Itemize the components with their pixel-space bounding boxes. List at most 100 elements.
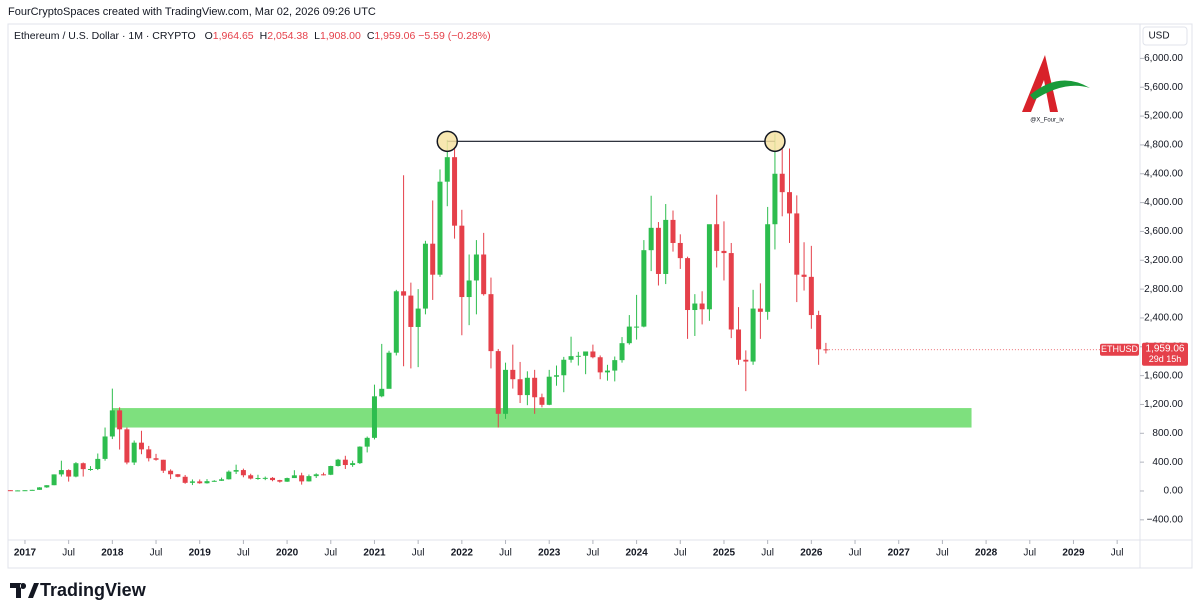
field-key: O: [204, 30, 213, 42]
y-tick-label: 3,200.00: [1144, 255, 1183, 266]
x-tick-label: Jul: [587, 548, 600, 559]
frame: [7, 23, 1193, 569]
candle-body: [444, 157, 450, 182]
x-tick-label: 2028: [975, 548, 998, 559]
candle-body: [692, 303, 698, 311]
legend: Ethereum / U.S. Dollar · 1M · CRYPTO O1,…: [14, 30, 491, 42]
x-tick-label: Jul: [674, 548, 687, 559]
candle-body: [655, 227, 661, 274]
candle-body: [44, 485, 50, 488]
candle-body: [670, 219, 676, 243]
y-tick-label: 1,200.00: [1144, 399, 1183, 410]
candle-body: [422, 243, 428, 309]
candle-body: [284, 478, 290, 482]
candle-body: [736, 329, 742, 360]
y-tick-label: 4,000.00: [1144, 197, 1183, 208]
candle-body: [663, 219, 669, 274]
candle-body: [15, 490, 21, 492]
candle-body: [386, 352, 392, 389]
candle-body: [350, 463, 356, 466]
x-tick-label: 2022: [451, 548, 474, 559]
y-tick-label: 2,400.00: [1144, 313, 1183, 324]
candle-body: [765, 224, 771, 312]
candle-body: [779, 173, 785, 193]
y-tick-label: 4,400.00: [1144, 168, 1183, 179]
logo: TradingView: [10, 580, 146, 601]
candle-body: [393, 291, 399, 353]
x-tick-label: 2019: [189, 548, 212, 559]
field-value: 2,054.38: [267, 30, 309, 42]
y-tick-label: 5,600.00: [1144, 82, 1183, 93]
candle-body: [379, 388, 385, 397]
x-tick-label: 2029: [1062, 548, 1085, 559]
logo-icon: [10, 582, 39, 598]
candle-body: [102, 436, 108, 459]
candle-body: [524, 377, 530, 396]
candle-body: [328, 466, 334, 475]
candle-body: [58, 470, 64, 475]
candle-body: [612, 360, 618, 371]
candle-body: [153, 458, 159, 460]
candle-body: [270, 477, 276, 481]
x-tick-label: Jul: [761, 548, 774, 559]
peak-marker: [436, 130, 459, 153]
change: −5.59 (−0.28%): [418, 30, 491, 42]
candle-body: [291, 475, 297, 479]
candle-body: [590, 351, 596, 358]
candle-body: [117, 410, 123, 430]
candle-body: [575, 355, 581, 357]
candle-body: [503, 369, 509, 414]
candle-body: [335, 459, 341, 467]
countdown: 29d 15h: [1149, 354, 1182, 364]
y-tick-label: 0.00: [1164, 486, 1184, 497]
candle-body: [80, 463, 86, 470]
field-key: L: [314, 30, 320, 42]
x-tick-label: 2020: [276, 548, 299, 559]
candle-body: [510, 369, 516, 380]
candle-body: [29, 489, 35, 491]
field-value: 1,908.00: [319, 30, 361, 42]
candle-body: [532, 377, 538, 398]
candle-body: [408, 295, 414, 327]
candle-body: [95, 458, 101, 469]
candle-body: [189, 481, 195, 483]
candle-body: [641, 250, 647, 327]
candle-body: [175, 474, 181, 477]
candle-body: [182, 476, 188, 483]
candle-body: [706, 224, 712, 310]
candle-body: [131, 442, 137, 463]
candle-body: [306, 476, 312, 482]
candle-body: [626, 326, 632, 344]
y-tick-label: 800.00: [1152, 428, 1183, 439]
candle-body: [452, 157, 458, 226]
currency: USD: [1148, 31, 1169, 42]
candle-body: [488, 294, 494, 352]
candle-body: [364, 437, 370, 447]
candle-body: [109, 410, 115, 437]
x-tick-label: Jul: [936, 548, 949, 559]
candle-body: [604, 370, 610, 373]
peak-marker: [764, 130, 786, 153]
candle-body: [87, 468, 93, 470]
candle-body: [22, 490, 28, 492]
price-tag: [1142, 342, 1188, 366]
candle-body: [750, 308, 756, 362]
field-key: C: [366, 30, 375, 42]
candle-body: [226, 471, 232, 480]
candle-body: [219, 479, 225, 481]
candle-body: [553, 375, 559, 377]
x-tick-label: Jul: [849, 548, 862, 559]
candle-body: [808, 276, 814, 316]
candle-body: [473, 254, 479, 281]
candle-body: [699, 303, 705, 310]
y-tick-label: 3,600.00: [1144, 226, 1183, 237]
ticker-box: [1100, 343, 1139, 356]
x-tick-label: Jul: [150, 548, 163, 559]
header: FourCryptoSpaces created with TradingVie…: [8, 6, 376, 18]
candle-body: [568, 356, 574, 360]
candle-body: [197, 481, 203, 484]
y-tick-label: 4,800.00: [1144, 140, 1183, 151]
candle-body: [255, 477, 261, 479]
